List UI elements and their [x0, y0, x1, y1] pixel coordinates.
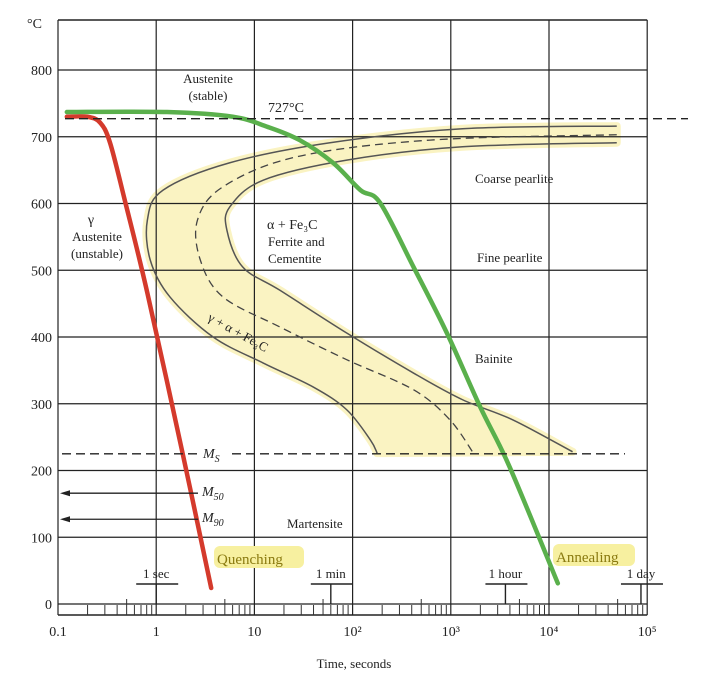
x-tick-label: 10 [247, 625, 261, 640]
label-gamma: γ [87, 213, 94, 228]
label-fine-pearlite: Fine pearlite [477, 250, 543, 265]
label-ferrite: Ferrite and [268, 234, 325, 249]
label-austenite-stable-1: Austenite [183, 71, 233, 86]
time-marker-label: 1 hour [489, 566, 523, 581]
label-m90: M90 [201, 511, 224, 529]
x-tick-label: 1 [153, 625, 160, 640]
label-cementite: Cementite [268, 251, 322, 266]
label-bainite: Bainite [475, 351, 513, 366]
label-alpha-fe3c: α + Fe₃C [267, 218, 317, 233]
x-tick-labels: 0.1 1 10 10² 10³ 10⁴ 10⁵ [49, 625, 657, 640]
y-tick-label: 0 [45, 598, 52, 613]
x-tick-label: 10⁵ [638, 625, 657, 640]
x-tick-label: 10² [343, 625, 361, 640]
x-axis-label: Time, seconds [317, 656, 392, 671]
annealing-cooling-curve [64, 109, 561, 586]
label-martensite: Martensite [287, 516, 343, 531]
transformation-50-percent-curve [194, 134, 617, 454]
x-tick-label: 10³ [442, 625, 460, 640]
y-tick-label: 500 [31, 264, 52, 279]
arrow-left-icon [60, 490, 70, 497]
label-coarse-pearlite: Coarse pearlite [475, 171, 554, 186]
label-m50: M50 [201, 485, 224, 503]
label-austenite-unstable-1: Austenite [72, 229, 122, 244]
grid [57, 19, 648, 616]
transformation-finish-curve [224, 142, 617, 453]
label-ms: MS [202, 447, 220, 465]
time-marker-label: 1 min [316, 566, 346, 581]
transformation-start-curve [145, 125, 617, 454]
time-marker-label: 1 sec [143, 566, 170, 581]
x-tick-label: 10⁴ [540, 625, 559, 640]
time-marker-label: 1 day [627, 566, 656, 581]
markers: 1 sec 1 min 1 hour 1 day [60, 118, 688, 604]
annealing-highlight [553, 544, 635, 566]
label-annealing: Annealing [556, 550, 619, 566]
y-tick-label: 300 [31, 398, 52, 413]
label-austenite-unstable-2: (unstable) [71, 246, 123, 261]
y-tick-label: 400 [31, 331, 52, 346]
y-tick-label: 100 [31, 531, 52, 546]
arrow-left-icon [60, 516, 70, 523]
x-tick-label: 0.1 [49, 625, 67, 640]
y-tick-label: 800 [31, 64, 52, 79]
label-eutectoid: 727°C [268, 101, 304, 116]
y-axis-unit: °C [27, 17, 42, 32]
y-tick-labels: 0 100 200 300 400 500 600 700 800 [31, 64, 52, 613]
label-quenching: Quenching [217, 552, 283, 568]
label-austenite-stable-2: (stable) [189, 88, 228, 103]
y-tick-label: 200 [31, 465, 52, 480]
quenching-highlight [214, 546, 304, 568]
y-tick-label: 700 [31, 131, 52, 146]
y-tick-label: 600 [31, 198, 52, 213]
